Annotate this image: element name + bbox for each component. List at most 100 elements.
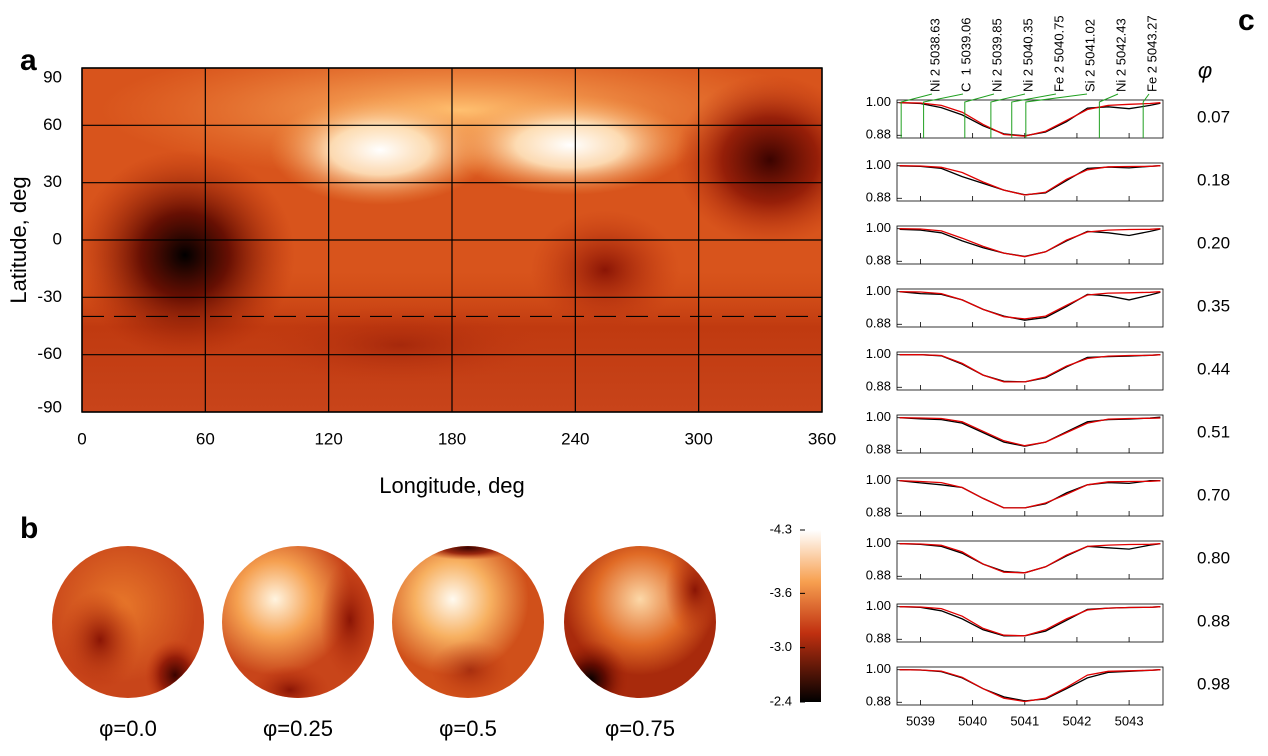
x-tick-label: 0 [77, 429, 86, 448]
profile-line [899, 165, 1161, 196]
y-tick-label: 0.88 [866, 694, 891, 709]
line-id-marker [964, 93, 995, 138]
line-id-marker [900, 93, 933, 138]
profile-line [899, 480, 1161, 509]
profile-line [899, 102, 1161, 137]
profile-line [899, 291, 1161, 321]
phase-label: 0.20 [1197, 233, 1230, 252]
y-tick-label: 0.88 [866, 505, 891, 520]
x-tick-label: 5040 [958, 713, 987, 728]
profile-line [899, 606, 1161, 637]
profile-line [899, 291, 1161, 320]
line-id: Si 2 5041.02 [1082, 19, 1097, 92]
panel-label: c [1238, 4, 1255, 37]
x-tick-label: 5043 [1115, 713, 1144, 728]
panel-frame [896, 540, 1164, 580]
profile-line [899, 354, 1161, 383]
y-tick-label: 30 [43, 172, 62, 191]
y-tick-label: 1.00 [866, 220, 891, 235]
phase-label: 0.88 [1197, 611, 1230, 630]
phase-label: 0.35 [1197, 296, 1230, 315]
panel-frame [896, 351, 1164, 391]
y-tick-label: 0 [53, 229, 62, 248]
phase-label: 0.44 [1197, 359, 1230, 378]
panel-label: b [20, 512, 38, 545]
x-tick-label: 5039 [906, 713, 935, 728]
profile-line [899, 669, 1161, 703]
x-tick-label: 180 [438, 429, 466, 448]
y-tick-label: 0.88 [866, 316, 891, 331]
line-id: Ni 2 5039.85 [989, 18, 1004, 92]
phase-label: 0.18 [1197, 170, 1230, 189]
line-id: C 1 5039.06 [958, 18, 973, 92]
panel-frame [896, 666, 1164, 706]
profile-line [899, 543, 1161, 574]
colorbar-tick-label: -3.0 [770, 639, 792, 654]
profile-line [899, 102, 1161, 137]
profile-line [899, 228, 1161, 258]
y-tick-label: 90 [43, 67, 62, 86]
panel-frame [896, 162, 1164, 202]
y-tick-label: 1.00 [866, 661, 891, 676]
phase-label: 0.80 [1197, 548, 1230, 567]
profile-line [899, 480, 1161, 509]
y-tick-label: 0.88 [866, 631, 891, 646]
x-tick-label: 240 [561, 429, 589, 448]
colorbar-tick-label: -3.6 [770, 585, 792, 600]
line-id: Ni 2 5042.43 [1113, 18, 1128, 92]
globes-image [52, 530, 821, 702]
panel-frame [896, 603, 1164, 643]
line-id: Ni 2 5040.35 [1020, 18, 1035, 92]
y-tick-label: 0.88 [866, 568, 891, 583]
profile-line [899, 165, 1161, 196]
y-tick-label: 60 [43, 115, 62, 134]
y-tick-label: 0.88 [866, 253, 891, 268]
globe-label: φ=0.25 [263, 716, 333, 741]
line-id: Fe 2 5040.75 [1051, 15, 1066, 92]
profile-line [899, 354, 1161, 383]
profile-line [899, 606, 1161, 637]
phase-label: 0.98 [1197, 674, 1230, 693]
line-id-marker [1011, 93, 1057, 138]
y-axis-title: Latitude, deg [6, 176, 31, 303]
phase-label: 0.51 [1197, 422, 1230, 441]
panel-frame [896, 225, 1164, 265]
y-tick-label: -30 [37, 287, 62, 306]
y-tick-label: 1.00 [866, 472, 891, 487]
y-tick-label: 1.00 [866, 94, 891, 109]
line-id: Ni 2 5038.63 [927, 18, 942, 92]
y-tick-label: 1.00 [866, 535, 891, 550]
line-id-marker [1025, 93, 1088, 138]
profile-line [899, 416, 1161, 447]
profile-line [899, 669, 1161, 702]
y-tick-label: -90 [37, 397, 62, 416]
phase-label: 0.07 [1197, 107, 1230, 126]
y-tick-label: 0.88 [866, 190, 891, 205]
phase-label: 0.70 [1197, 485, 1230, 504]
line-id-marker [1098, 93, 1119, 138]
map-image [82, 68, 822, 412]
globe-label: φ=0.0 [99, 716, 157, 741]
globe-label: φ=0.75 [605, 716, 675, 741]
y-tick-label: 0.88 [866, 127, 891, 142]
line-id-marker [1142, 93, 1150, 138]
x-tick-label: 360 [808, 429, 836, 448]
y-tick-label: 1.00 [866, 346, 891, 361]
profile-line [899, 228, 1161, 258]
y-tick-label: -60 [37, 344, 62, 363]
y-tick-label: 1.00 [866, 157, 891, 172]
y-tick-label: 1.00 [866, 283, 891, 298]
y-tick-label: 0.88 [866, 379, 891, 394]
panel-frame [896, 414, 1164, 454]
line-id: Fe 2 5043.27 [1144, 15, 1159, 92]
profile-line [899, 543, 1161, 574]
colorbar-tick-label: -4.3 [770, 521, 792, 536]
phase-symbol: φ [1198, 58, 1212, 83]
line-id-marker [923, 93, 964, 138]
panel-frame [896, 477, 1164, 517]
x-tick-label: 5042 [1062, 713, 1091, 728]
map-frame [81, 67, 823, 413]
globe-label: φ=0.5 [439, 716, 497, 741]
x-tick-label: 60 [196, 429, 215, 448]
x-tick-label: 300 [684, 429, 712, 448]
